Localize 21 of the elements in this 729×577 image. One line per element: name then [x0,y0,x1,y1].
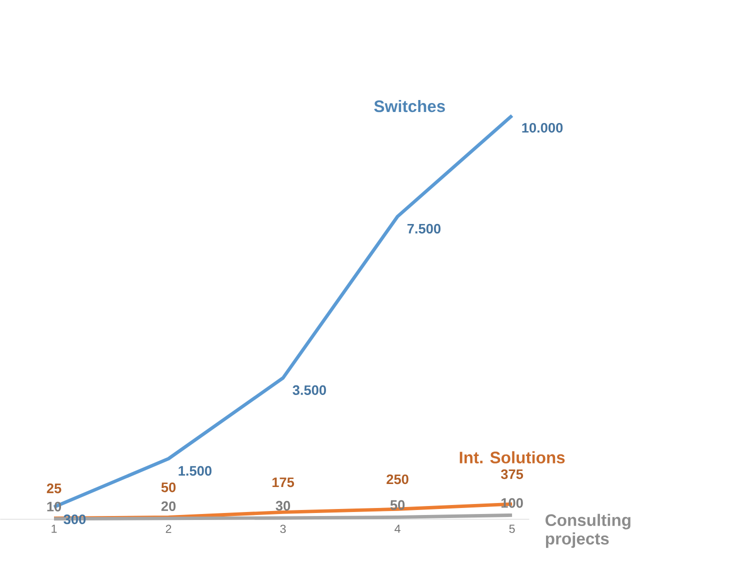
text: Int. Solutions [460,451,565,464]
x-tick-label: 3 [280,524,286,534]
x-tick-label: 5 [509,524,515,533]
data-label: 3.500 [292,385,326,396]
data-label: 25 [46,484,62,494]
data-label: 10 [47,502,62,512]
x-tick-label: 2 [166,524,172,533]
text: Switches [374,100,445,112]
data-label: 30 [276,500,290,511]
text: Consulting projects [546,514,630,548]
data-label: 10.000 [522,122,563,133]
data-label: 50 [161,482,176,492]
data-label: 375 [500,469,524,480]
x-tick-label: 1 [52,524,57,533]
data-label: 7.500 [407,224,440,234]
x-tick-label: 4 [394,524,400,533]
data-label: 1.500 [178,466,212,476]
data-label: 100 [502,498,523,508]
data-label: 20 [161,501,176,512]
data-label: 175 [272,478,294,488]
data-label: 250 [386,474,408,484]
